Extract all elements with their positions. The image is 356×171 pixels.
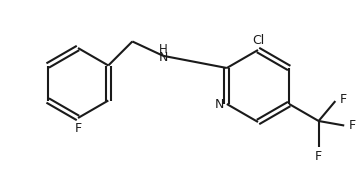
Text: F: F: [315, 149, 322, 162]
Text: F: F: [74, 122, 82, 135]
Text: H: H: [159, 43, 168, 56]
Text: F: F: [340, 93, 347, 106]
Text: Cl: Cl: [252, 34, 264, 47]
Text: N: N: [158, 51, 168, 64]
Text: F: F: [349, 119, 356, 132]
Text: N: N: [215, 97, 225, 110]
